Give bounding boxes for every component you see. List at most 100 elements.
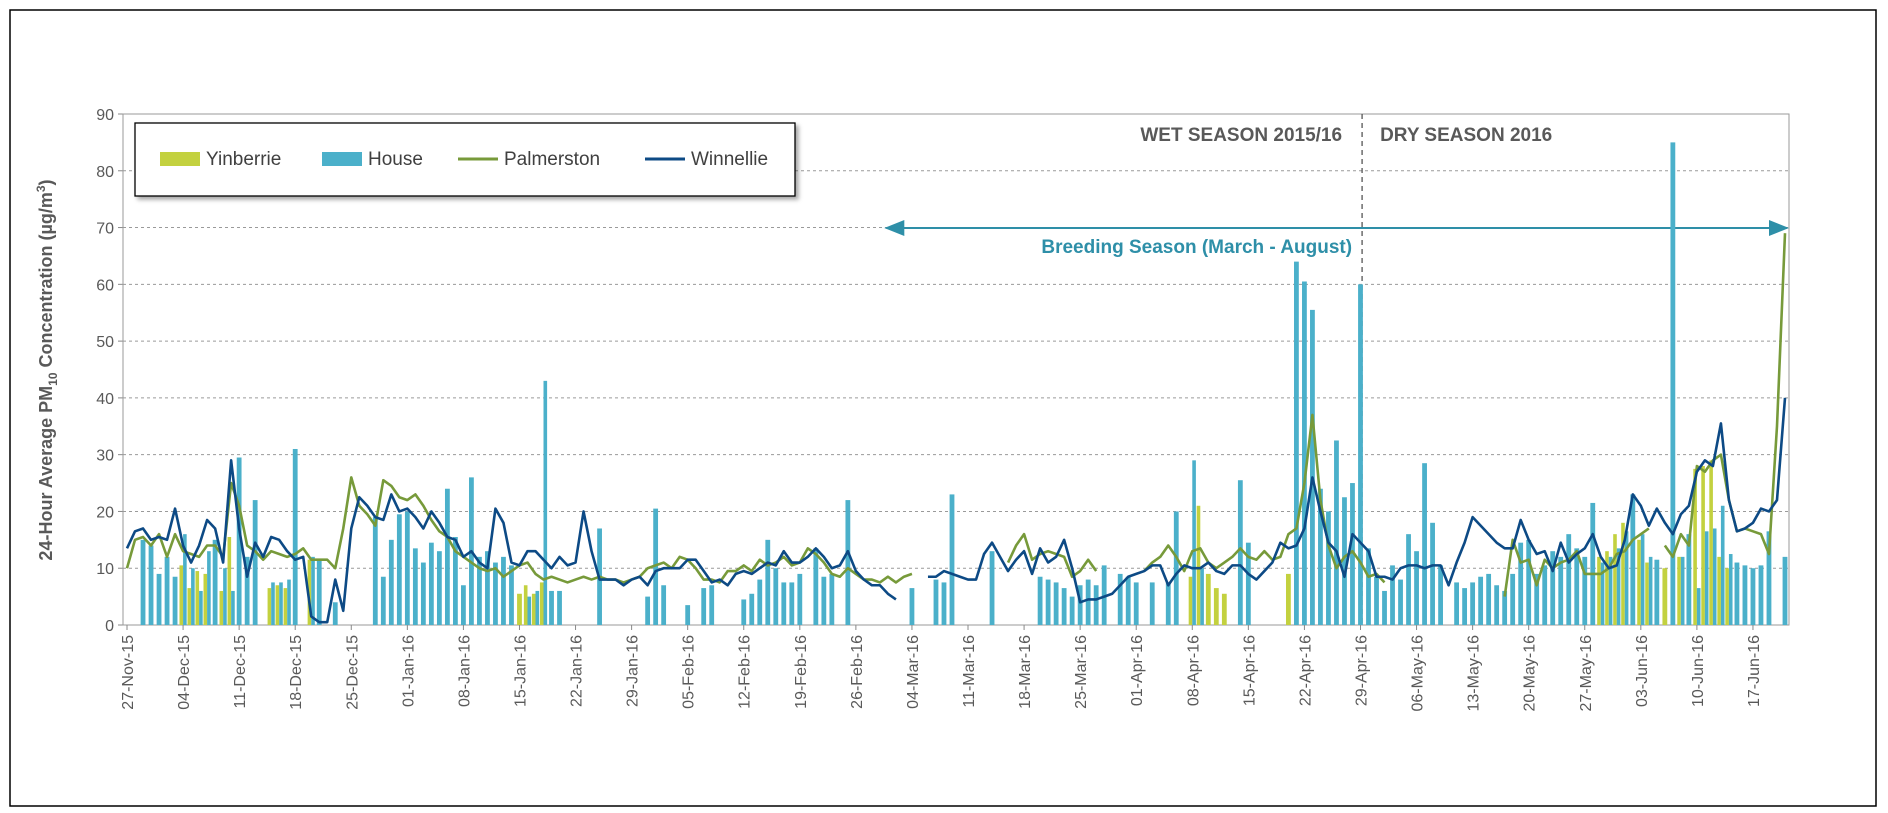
- plot-frame: [122, 113, 1790, 626]
- bar: [219, 590, 224, 625]
- bar: [1045, 579, 1051, 625]
- bar: [412, 548, 418, 625]
- x-tick-label: 10-Jun-16: [1690, 635, 1707, 707]
- y-tick-label: 70: [96, 221, 114, 238]
- bar: [227, 536, 232, 625]
- x-tick-label: 01-Apr-16: [1129, 635, 1146, 706]
- x-tick-label: 27-May-16: [1578, 635, 1595, 712]
- x-tick-label: 25-Dec-15: [344, 635, 361, 710]
- y-axis-title-part: ): [36, 179, 56, 185]
- bar: [539, 582, 544, 625]
- bar: [1605, 551, 1609, 625]
- y-tick-label: 10: [96, 561, 114, 578]
- bar: [797, 573, 803, 625]
- x-tick-label: 18-Dec-15: [288, 635, 305, 710]
- bar: [1701, 466, 1705, 625]
- y-tick-label: 40: [96, 391, 114, 408]
- bar: [549, 590, 554, 625]
- bar: [212, 539, 218, 625]
- x-tick-label: 05-Feb-16: [681, 635, 698, 709]
- legend-swatch: [322, 152, 362, 166]
- bar: [187, 588, 192, 625]
- bar: [1662, 568, 1668, 625]
- bar: [1188, 576, 1193, 625]
- y-axis-title-sub: 10: [46, 372, 60, 386]
- y-tick-label: 90: [96, 107, 114, 124]
- bar: [1470, 582, 1476, 625]
- bar: [1382, 590, 1387, 625]
- bar: [1624, 531, 1629, 625]
- x-tick-label: 12-Feb-16: [737, 635, 754, 709]
- bar: [1093, 585, 1099, 625]
- bar: [1285, 573, 1291, 625]
- bar: [1213, 588, 1219, 625]
- bar: [396, 514, 402, 625]
- bar: [1510, 573, 1516, 625]
- bar: [1704, 531, 1709, 625]
- bar: [1600, 562, 1605, 625]
- dry-season-label: DRY SEASON 2016: [1380, 125, 1552, 146]
- bar: [1165, 582, 1171, 625]
- bar: [829, 573, 835, 625]
- bar: [523, 585, 528, 625]
- bar: [685, 605, 691, 625]
- y-axis-title: 24-Hour Average PM10 Concentration (µg/m…: [34, 179, 60, 560]
- bar: [701, 588, 707, 625]
- bar: [1621, 522, 1625, 625]
- bar: [1438, 565, 1443, 625]
- bar: [1734, 562, 1740, 625]
- bar: [1717, 556, 1721, 625]
- x-tick-label: 13-May-16: [1466, 635, 1483, 712]
- line-series: [125, 397, 1787, 624]
- legend-label: Winnellie: [691, 149, 768, 170]
- bar: [1454, 582, 1460, 625]
- y-axis-title-sup: 3: [34, 185, 48, 192]
- bar: [267, 588, 272, 625]
- bar: [949, 494, 955, 625]
- y-tick-label: 0: [105, 618, 114, 635]
- bar: [535, 590, 540, 625]
- bar: [1237, 480, 1243, 625]
- bar: [1398, 579, 1403, 625]
- bar: [452, 536, 458, 625]
- bar: [436, 551, 442, 625]
- bar: [1245, 542, 1251, 625]
- x-tick-label: 11-Dec-15: [232, 635, 249, 709]
- x-tick-label: 20-May-16: [1522, 635, 1539, 712]
- bar: [1334, 440, 1339, 625]
- x-tick-label: 22-Apr-16: [1297, 635, 1314, 706]
- bar: [1693, 468, 1697, 625]
- bar: [1117, 573, 1123, 625]
- bar: [1069, 596, 1075, 625]
- bar: [933, 579, 939, 625]
- bar: [477, 556, 482, 625]
- bar: [1712, 528, 1717, 625]
- bar: [1302, 281, 1307, 625]
- bar: [372, 517, 378, 625]
- bar: [1430, 522, 1435, 625]
- bar: [1294, 261, 1299, 625]
- bar: [1085, 579, 1091, 625]
- bar: [1173, 511, 1179, 625]
- bar: [1526, 539, 1532, 625]
- bar: [207, 551, 211, 625]
- bar: [316, 559, 322, 625]
- bar: [1766, 531, 1772, 625]
- bar: [1196, 505, 1201, 625]
- bar: [1358, 284, 1363, 625]
- x-tick-label: 04-Dec-15: [176, 635, 193, 710]
- bar: [709, 585, 715, 625]
- bar: [653, 508, 659, 625]
- bar: [773, 568, 779, 625]
- bar: [909, 588, 915, 625]
- bar: [231, 590, 235, 625]
- bar: [1133, 582, 1139, 625]
- bar: [1390, 565, 1395, 625]
- bar: [501, 556, 506, 625]
- x-tick-label: 18-Mar-16: [1017, 635, 1034, 709]
- bar: [1750, 568, 1756, 625]
- bar: [1616, 548, 1621, 625]
- bar: [1221, 593, 1227, 625]
- bar: [1149, 582, 1155, 625]
